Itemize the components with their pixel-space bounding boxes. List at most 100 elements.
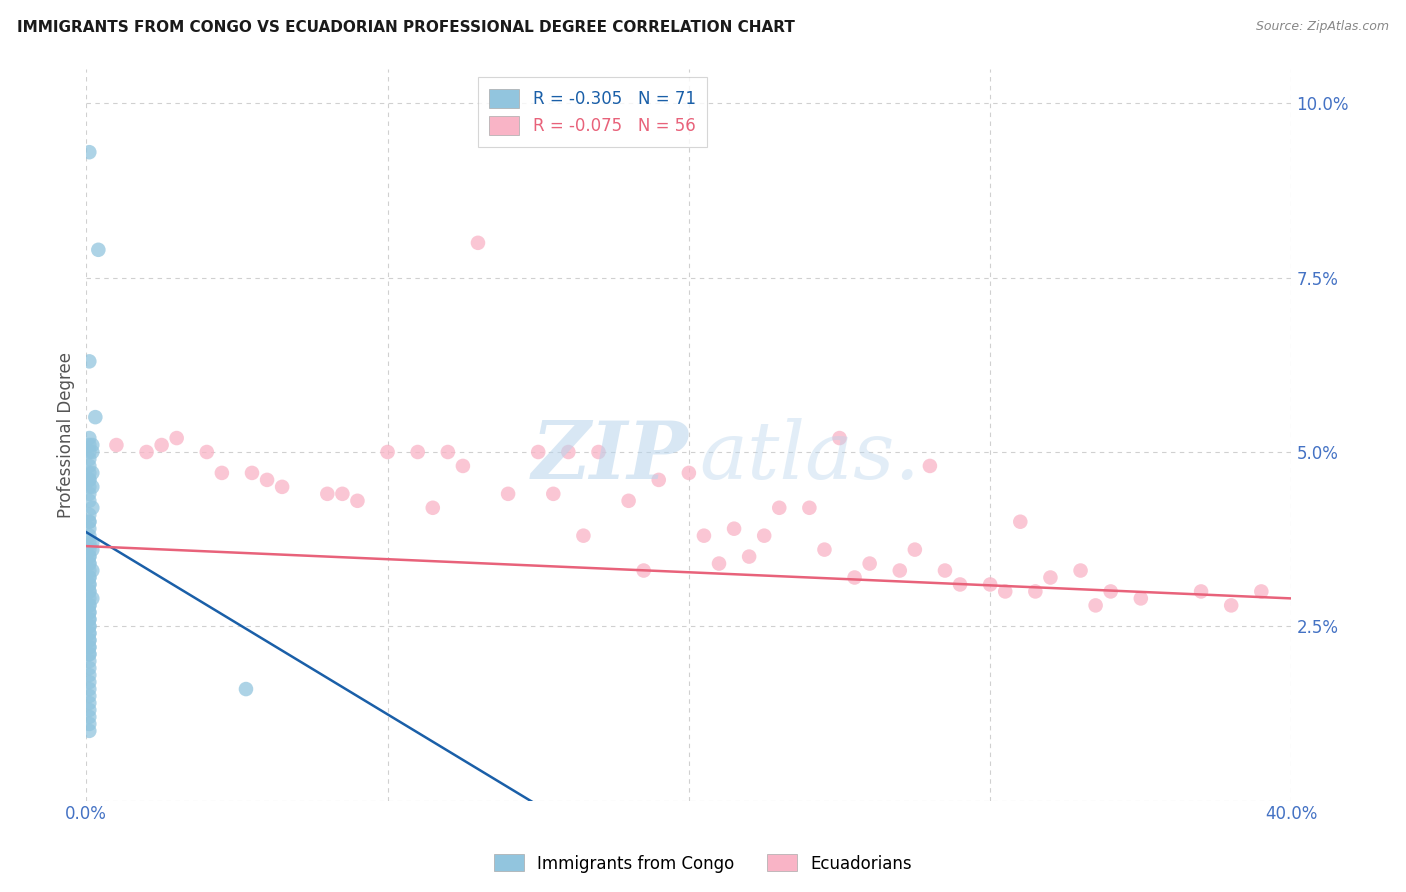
Point bbox=[79, 654, 101, 668]
Point bbox=[79, 577, 101, 591]
Point bbox=[994, 584, 1017, 599]
Point bbox=[79, 689, 101, 703]
Point bbox=[79, 570, 101, 584]
Point bbox=[82, 564, 104, 578]
Point bbox=[79, 431, 101, 445]
Point bbox=[79, 619, 101, 633]
Text: IMMIGRANTS FROM CONGO VS ECUADORIAN PROFESSIONAL DEGREE CORRELATION CHART: IMMIGRANTS FROM CONGO VS ECUADORIAN PROF… bbox=[17, 20, 794, 35]
Point bbox=[79, 633, 101, 648]
Point bbox=[79, 542, 101, 557]
Point bbox=[82, 535, 104, 549]
Point bbox=[678, 466, 700, 480]
Point bbox=[79, 529, 101, 543]
Point bbox=[79, 438, 101, 452]
Point bbox=[707, 557, 730, 571]
Point bbox=[451, 458, 474, 473]
Point bbox=[79, 515, 101, 529]
Point bbox=[316, 487, 339, 501]
Point bbox=[79, 647, 101, 661]
Text: atlas.: atlas. bbox=[699, 417, 920, 495]
Point bbox=[79, 549, 101, 564]
Point bbox=[918, 458, 941, 473]
Point bbox=[79, 633, 101, 648]
Text: ZIP: ZIP bbox=[531, 417, 689, 495]
Point bbox=[572, 529, 595, 543]
Point bbox=[79, 515, 101, 529]
Text: Source: ZipAtlas.com: Source: ZipAtlas.com bbox=[1256, 20, 1389, 33]
Point bbox=[79, 606, 101, 620]
Point bbox=[79, 696, 101, 710]
Point bbox=[377, 445, 399, 459]
Point bbox=[904, 542, 927, 557]
Point bbox=[79, 640, 101, 655]
Point bbox=[79, 612, 101, 626]
Point bbox=[934, 564, 956, 578]
Point bbox=[79, 599, 101, 613]
Point bbox=[1250, 584, 1272, 599]
Point bbox=[79, 703, 101, 717]
Point bbox=[633, 564, 655, 578]
Point bbox=[1189, 584, 1212, 599]
Point bbox=[82, 591, 104, 606]
Point bbox=[648, 473, 671, 487]
Point bbox=[166, 431, 188, 445]
Point bbox=[422, 500, 444, 515]
Point bbox=[79, 445, 101, 459]
Point bbox=[82, 445, 104, 459]
Point bbox=[979, 577, 1001, 591]
Point bbox=[617, 493, 640, 508]
Point bbox=[211, 466, 233, 480]
Point bbox=[79, 591, 101, 606]
Point bbox=[588, 445, 610, 459]
Point bbox=[79, 522, 101, 536]
Point bbox=[79, 549, 101, 564]
Point bbox=[82, 438, 104, 452]
Point bbox=[1099, 584, 1122, 599]
Point bbox=[271, 480, 294, 494]
Point bbox=[467, 235, 489, 250]
Point bbox=[1084, 599, 1107, 613]
Point bbox=[79, 606, 101, 620]
Point bbox=[844, 570, 866, 584]
Point bbox=[87, 243, 110, 257]
Point bbox=[79, 473, 101, 487]
Point bbox=[79, 570, 101, 584]
Point bbox=[79, 473, 101, 487]
Point bbox=[79, 599, 101, 613]
Point bbox=[79, 661, 101, 675]
Point bbox=[79, 354, 101, 368]
Point bbox=[799, 500, 821, 515]
Point bbox=[79, 458, 101, 473]
Point bbox=[79, 508, 101, 522]
Point bbox=[1039, 570, 1062, 584]
Point bbox=[859, 557, 882, 571]
Point bbox=[79, 493, 101, 508]
Point bbox=[79, 535, 101, 549]
Point bbox=[437, 445, 460, 459]
Point bbox=[79, 557, 101, 571]
Point bbox=[723, 522, 745, 536]
Point bbox=[949, 577, 972, 591]
Point bbox=[346, 493, 368, 508]
Point bbox=[738, 549, 761, 564]
Point bbox=[1070, 564, 1092, 578]
Point bbox=[768, 500, 790, 515]
Point bbox=[79, 466, 101, 480]
Point bbox=[1024, 584, 1046, 599]
Point bbox=[135, 445, 157, 459]
Point bbox=[79, 612, 101, 626]
Point bbox=[79, 675, 101, 690]
Point bbox=[84, 410, 107, 425]
Point bbox=[240, 466, 263, 480]
Point bbox=[82, 480, 104, 494]
Point bbox=[79, 480, 101, 494]
Point bbox=[256, 473, 278, 487]
Point bbox=[79, 626, 101, 640]
Point bbox=[82, 466, 104, 480]
Point bbox=[79, 619, 101, 633]
Point bbox=[79, 564, 101, 578]
Point bbox=[1129, 591, 1152, 606]
Point bbox=[557, 445, 579, 459]
Point bbox=[527, 445, 550, 459]
Point bbox=[82, 542, 104, 557]
